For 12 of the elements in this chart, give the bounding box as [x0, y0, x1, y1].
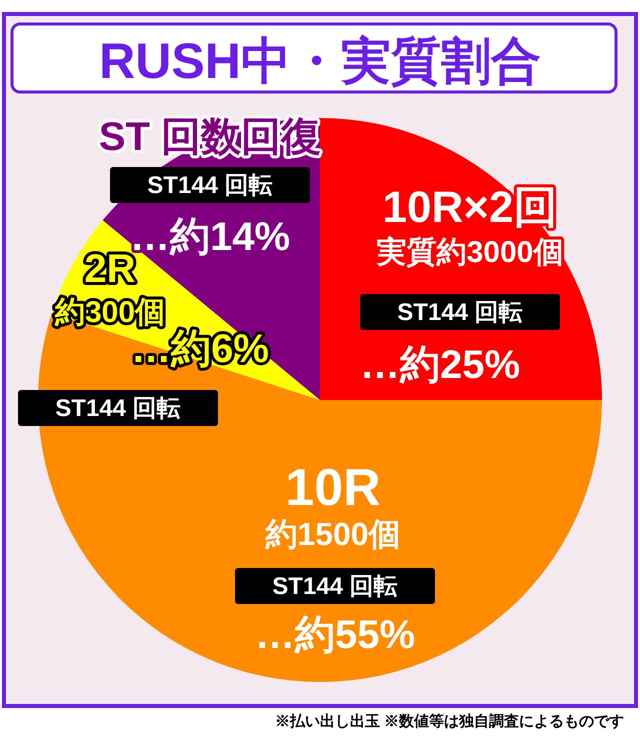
- text: ST144 回転: [55, 395, 181, 422]
- chart-title: RUSH中・実質割合: [99, 33, 541, 89]
- text: ST144 回転: [397, 299, 523, 326]
- text: 約1500個: [264, 516, 401, 552]
- slice-label: 10R: [285, 459, 381, 517]
- text: 約300個: [54, 296, 166, 329]
- text: ST144 回転: [272, 573, 398, 600]
- text: ※払い出し出玉 ※数値等は独自調査によるものです: [274, 712, 624, 730]
- data-label: …約55%: [254, 613, 416, 657]
- text: 実質約3000個: [376, 235, 564, 269]
- data-label: …約25%: [360, 343, 520, 387]
- text: ST144 回転: [147, 172, 273, 199]
